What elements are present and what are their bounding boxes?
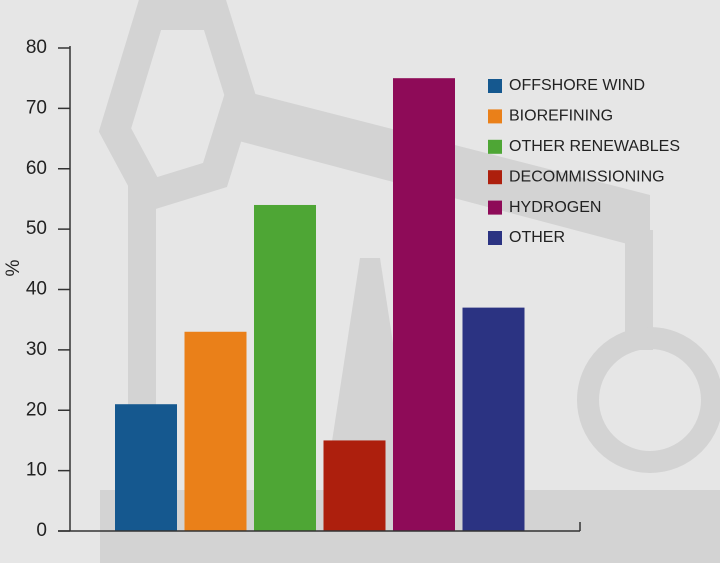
bar [184,331,247,531]
legend-label: HYDROGEN [509,199,601,216]
y-tick-label: 10 [26,460,47,481]
legend-label: OTHER [509,229,565,246]
y-tick-label: 70 [26,97,47,118]
legend-swatch [488,200,502,215]
y-tick-label: 0 [36,520,47,541]
y-tick-label: 40 [26,279,47,300]
legend-swatch [488,109,502,124]
legend-swatch [488,79,502,93]
bar [393,78,455,531]
y-tick-label: 80 [26,37,47,58]
y-axis-label: % [3,259,24,276]
y-tick-label: 20 [26,399,47,420]
legend-swatch [488,231,502,245]
bar [254,204,316,531]
y-tick-label: 30 [26,339,47,360]
legend-label: DECOMMISSIONING [509,168,665,185]
legend-label: BIOREFINING [509,108,613,125]
legend-label: OFFSHORE WIND [509,77,645,94]
legend-swatch [488,170,502,185]
bar [115,404,177,531]
bar [462,307,525,531]
y-tick-label: 50 [26,218,47,239]
y-tick-label: 60 [26,158,47,179]
legend-swatch [488,139,502,154]
bar [323,440,386,531]
legend-label: OTHER RENEWABLES [509,138,680,155]
